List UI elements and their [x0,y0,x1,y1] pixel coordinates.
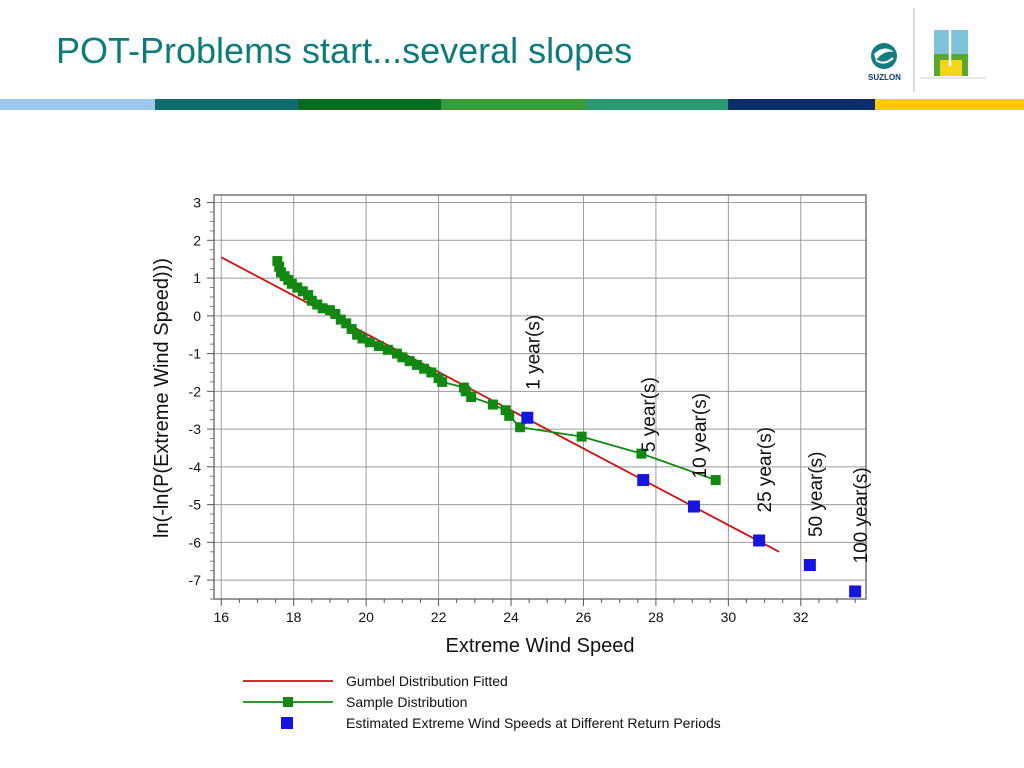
strip-segment [155,99,298,110]
return-period-label: 1 year(s) [523,315,544,390]
strip-segment [728,99,875,110]
legend: Gumbel Distribution Fitted Sample Distrib… [243,673,721,731]
x-tick-label: 32 [793,609,809,625]
strip-segment [0,99,155,110]
sample-point [460,386,471,397]
sample-point [515,422,526,433]
legend-label: Sample Distribution [346,694,467,710]
strip-segment [441,99,586,110]
y-tick-label: 0 [193,308,201,324]
x-tick-label: 28 [648,609,664,625]
sample-point [292,282,303,293]
x-tick-label: 22 [431,609,447,625]
x-tick-label: 30 [721,609,737,625]
sample-point [411,359,422,370]
y-tick-label: -7 [189,572,202,588]
y-tick-label: -2 [189,383,202,399]
return-period-label: 50 year(s) [806,451,827,537]
return-period-point [637,474,650,487]
sample-point [297,286,308,297]
sample-point [437,376,448,387]
sample-point [352,329,363,340]
sample-point [391,348,402,359]
x-tick-label: 24 [503,609,519,625]
y-tick-label: 1 [193,270,201,286]
sample-point [324,305,335,316]
sample-point [500,405,511,416]
logo-text: SUZLON [868,73,901,82]
legend-marker [281,717,293,729]
sample-point [303,290,314,301]
plot-frame [213,194,867,600]
legend-label: Estimated Extreme Wind Speeds at Differe… [346,715,721,731]
strip-segment [875,99,1024,110]
sample-point [419,363,430,374]
y-axis-label: ln(-ln(P(Extreme Wind Speed))) [151,258,173,538]
series-layer: 1 year(s) 5 year(s) 10 year(s) 25 year(s) 50… [220,256,872,598]
return-period-label: 5 year(s) [639,377,660,452]
sample-point [710,475,721,486]
y-tick-label: -1 [189,346,202,362]
x-tick-label: 16 [213,609,229,625]
sample-point [397,352,408,363]
return-period-label: 100 year(s) [851,467,872,563]
header-color-strip [0,99,1024,110]
y-tick-label: 2 [193,232,201,248]
x-tick-label: 20 [358,609,374,625]
return-period-point [521,411,534,424]
return-period-label: 10 year(s) [690,393,711,479]
return-period-label: 25 year(s) [755,427,776,513]
sample-point [341,318,352,329]
legend-label: Gumbel Distribution Fitted [346,673,508,689]
sample-point [272,256,283,267]
sample-point [576,431,587,442]
sample-point [274,261,285,272]
sample-point [373,341,384,352]
sample-point [312,299,323,310]
sample-point [504,410,515,421]
return-period-point [687,500,700,513]
sample-point [382,344,393,355]
suzlon-logo: SUZLON [860,8,986,92]
x-tick-label: 26 [576,609,592,625]
sample-point [346,324,357,335]
sample-point [487,399,498,410]
y-tick-label: -5 [189,497,202,513]
sample-point [317,303,328,314]
return-period-point [753,534,766,547]
sample-point [335,314,346,325]
y-tick-label: 3 [193,195,201,211]
strip-segment [586,99,728,110]
sample-point [466,392,477,402]
legend-marker [283,697,293,707]
return-period-point [803,559,816,572]
sample-point [286,278,297,289]
sample-point [330,308,341,319]
x-tick-label: 18 [286,609,302,625]
x-axis-label: Extreme Wind Speed [446,635,635,657]
sample-point [306,295,317,306]
sample-point [636,448,647,459]
slide-title: POT-Problems start...several slopes [56,30,633,71]
y-tick-label: -4 [189,459,202,475]
y-tick-label: -3 [189,421,202,437]
y-tick-label: -6 [189,534,202,550]
return-period-point [849,585,862,598]
sample-point [426,367,437,378]
strip-segment [298,99,441,110]
grid-lines [214,195,866,599]
sample-point [404,356,415,367]
sample-point [357,333,368,344]
sample-point [364,337,375,348]
